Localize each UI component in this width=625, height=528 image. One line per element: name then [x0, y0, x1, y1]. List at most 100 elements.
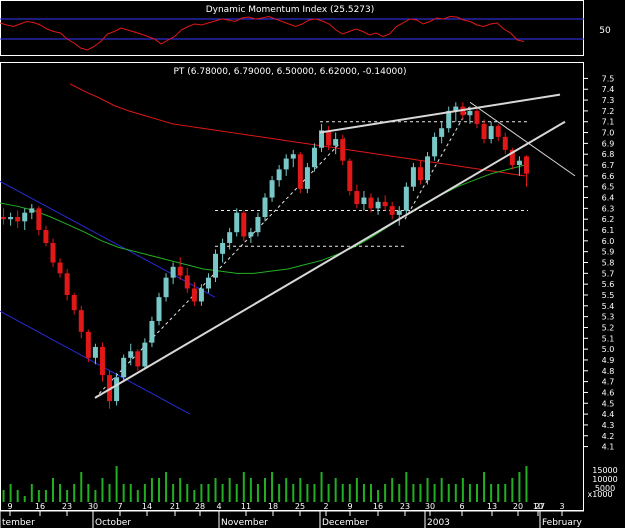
- candle-body: [361, 197, 367, 205]
- volume-bar: [454, 484, 457, 502]
- candle-body: [255, 217, 261, 233]
- price-ytick-label: 5.7: [602, 269, 615, 278]
- volume-bar: [490, 484, 493, 502]
- volume-bar: [497, 484, 500, 502]
- x-tick-label: 25: [295, 502, 305, 511]
- volume-bar: [348, 484, 351, 502]
- candle-body: [177, 266, 183, 276]
- price-ytick-label: 6.9: [602, 139, 615, 148]
- volume-bar: [200, 484, 203, 502]
- x-tick-label: 28: [195, 502, 205, 511]
- price-ytick-label: 6.0: [602, 237, 615, 246]
- volume-bar: [80, 472, 83, 502]
- candle-body: [205, 277, 211, 289]
- candle-body: [439, 128, 445, 137]
- volume-bar: [108, 484, 111, 502]
- candle-body: [311, 147, 317, 168]
- x-tick-label: 16: [35, 502, 45, 511]
- volume-bar: [94, 490, 97, 502]
- candle-body: [262, 197, 268, 218]
- price-ytick-label: 7.3: [602, 96, 615, 105]
- candle-body: [375, 201, 381, 209]
- volume-bar: [264, 478, 266, 502]
- volume-bar: [228, 478, 231, 502]
- candle-body: [516, 160, 522, 166]
- candle-body: [163, 277, 169, 298]
- candle-body: [269, 180, 275, 198]
- x-tick-label: 14: [142, 502, 152, 511]
- price-ytick-label: 5.1: [602, 334, 615, 343]
- price-ytick-label: 5.2: [602, 323, 615, 332]
- candle-body: [128, 351, 134, 358]
- price-ytick-label: 4.5: [602, 399, 615, 408]
- candle-body: [326, 130, 332, 146]
- x-tick-label: 30: [425, 502, 435, 511]
- candle-body: [170, 266, 176, 278]
- volume-bar: [249, 478, 252, 502]
- volume-bar: [313, 484, 316, 502]
- candle-body: [22, 212, 28, 222]
- volume-bar: [214, 478, 217, 502]
- price-ytick-label: 6.3: [602, 204, 615, 213]
- x-tick-label: 2: [323, 502, 328, 511]
- volume-bar: [52, 478, 54, 502]
- candle-body: [425, 156, 431, 181]
- candle-body: [1, 217, 7, 220]
- volume-bar: [143, 484, 146, 502]
- candle-body: [198, 288, 204, 302]
- x-tick-label: 16: [373, 502, 383, 511]
- candle-body: [347, 160, 353, 192]
- price-ytick-label: 6.2: [602, 215, 615, 224]
- candle-body: [78, 310, 84, 332]
- volume-bar: [433, 484, 436, 502]
- month-label: 2003: [427, 518, 450, 528]
- candle-body: [107, 375, 113, 402]
- candle-body: [64, 273, 70, 295]
- candle-body: [333, 139, 339, 146]
- candle-body: [290, 154, 296, 159]
- price-ytick-label: 7.4: [602, 85, 615, 94]
- candle-body: [417, 167, 423, 181]
- x-tick-label: 7: [117, 502, 122, 511]
- price-ytick-label: 6.7: [602, 161, 615, 170]
- candle-body: [227, 232, 233, 244]
- volume-bar: [165, 472, 168, 502]
- volume-bar: [172, 484, 175, 502]
- moving-average-short: [0, 164, 526, 274]
- volume-bar: [292, 484, 295, 502]
- volume-bar: [207, 484, 210, 502]
- x-tick-label: 4: [216, 502, 221, 511]
- price-ytick-label: 5.0: [602, 345, 615, 354]
- indicator-plot: [0, 15, 584, 51]
- price-title: PT (6.78000, 6.79000, 6.50000, 6.62000, …: [173, 67, 406, 77]
- candle-body: [234, 212, 240, 233]
- moving-average-long: [69, 83, 526, 177]
- uptrend-line: [94, 120, 566, 399]
- candle-body: [213, 253, 219, 278]
- volume-ytick-label: 15000: [592, 466, 617, 475]
- volume-bar: [23, 496, 26, 502]
- volume-bar: [370, 484, 372, 502]
- indicator-title: Dynamic Momentum Index (25.5273): [206, 5, 375, 15]
- x-tick-label: 11: [241, 502, 251, 511]
- upper-trend-line: [319, 93, 561, 134]
- candle-body: [467, 110, 473, 116]
- candle-body: [36, 208, 42, 231]
- diagonal-dashed-line-2: [404, 105, 471, 220]
- candle-body: [99, 346, 105, 376]
- candle-body: [283, 158, 289, 170]
- volume-bar: [136, 490, 139, 502]
- volume-bar: [377, 490, 380, 502]
- volume-bar: [2, 490, 5, 502]
- candle-body: [304, 167, 310, 189]
- volume-bar: [447, 484, 450, 502]
- candle-body: [71, 294, 77, 311]
- volume-bar: [271, 472, 274, 502]
- volume-bar: [398, 484, 401, 502]
- volume-bar: [504, 484, 507, 502]
- price-ytick-label: 6.8: [602, 150, 615, 159]
- candle-body: [57, 262, 63, 274]
- volume-bar: [193, 490, 196, 502]
